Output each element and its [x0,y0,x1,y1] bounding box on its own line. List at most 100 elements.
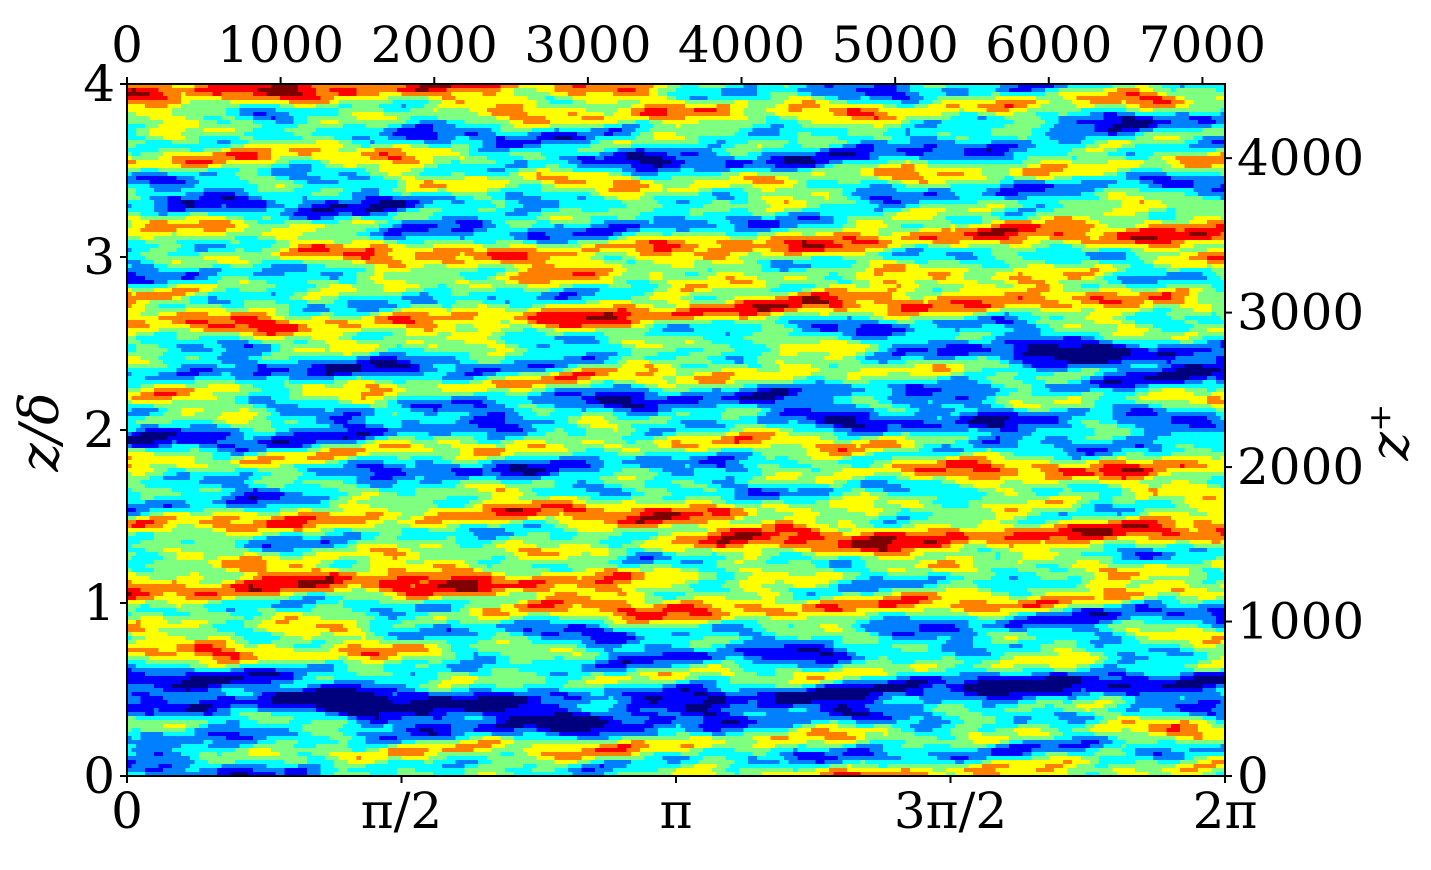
heatmap-cell [843,128,848,133]
heatmap-cell [838,120,843,125]
heatmap-cell [1140,100,1145,105]
heatmap-cell [217,128,222,133]
heatmap-cell [213,100,218,105]
heatmap-cell [402,108,407,113]
heatmap-cell [442,96,447,101]
heatmap-cell [1180,128,1185,133]
heatmap-cell [249,112,254,117]
heatmap-cell [541,140,546,145]
heatmap-cell [690,112,695,117]
heatmap-cell [181,112,186,117]
heatmap-cell [388,92,393,97]
heatmap-cell [726,128,731,133]
heatmap-cell [1207,92,1212,97]
heatmap-cell [838,116,843,121]
heatmap-cell [321,124,326,129]
heatmap-cell [271,144,276,149]
heatmap-cell [429,124,434,129]
heatmap-cell [717,140,722,145]
heatmap-cell [726,96,731,101]
heatmap-cell [847,128,852,133]
heatmap-cell [721,140,726,145]
heatmap-cell [258,88,263,93]
heatmap-cell [226,140,231,145]
heatmap-cell [235,120,240,125]
heatmap-cell [784,132,789,137]
heatmap-cell [865,116,870,121]
heatmap-cell [775,124,780,129]
heatmap-cell [667,88,672,93]
heatmap-cell [1189,92,1194,97]
heatmap-cell [631,140,636,145]
heatmap-cell [312,144,317,149]
heatmap-cell [766,104,771,109]
heatmap-cell [280,144,285,149]
heatmap-cell [924,96,929,101]
heatmap-cell [847,108,852,113]
heatmap-cell [168,132,173,137]
heatmap-cell [474,104,479,109]
heatmap-cell [168,140,173,145]
heatmap-cell [537,120,542,125]
heatmap-cell [190,120,195,125]
heatmap-cell [343,124,348,129]
heatmap-cell [483,140,488,145]
heatmap-cell [645,104,650,109]
heatmap-cell [1054,120,1059,125]
heatmap-cell [856,124,861,129]
heatmap-cell [730,104,735,109]
heatmap-cell [681,100,686,105]
heatmap-cell [582,112,587,117]
heatmap-cell [177,132,182,137]
heatmap-cell [150,144,155,149]
heatmap-cell [546,132,551,137]
heatmap-cell [901,112,906,117]
heatmap-cell [1050,144,1055,149]
heatmap-cell [267,124,272,129]
heatmap-cell [703,88,708,93]
heatmap-cell [262,120,267,125]
heatmap-cell [856,136,861,141]
heatmap-cell [627,104,632,109]
heatmap-cell [276,92,281,97]
heatmap-cell [154,96,159,101]
heatmap-cell [208,128,213,133]
heatmap-cell [1216,140,1221,145]
heatmap-cell [811,116,816,121]
heatmap-cell [618,96,623,101]
heatmap-cell [627,112,632,117]
heatmap-cell [793,112,798,117]
heatmap-cell [973,112,978,117]
heatmap-cell [1090,124,1095,129]
heatmap-cell [636,144,641,149]
heatmap-cell [1063,104,1068,109]
heatmap-cell [361,96,366,101]
heatmap-cell [1203,104,1208,109]
heatmap-cell [699,92,704,97]
heatmap-cell [1072,108,1077,113]
heatmap-cell [780,96,785,101]
heatmap-cell [303,116,308,121]
heatmap-cell [1000,116,1005,121]
heatmap-cell [906,112,911,117]
heatmap-cell [942,144,947,149]
heatmap-cell [1216,116,1221,121]
heatmap-cell [591,108,596,113]
heatmap-cell [1167,104,1172,109]
heatmap-cell [591,96,596,101]
heatmap-cell [501,108,506,113]
heatmap-cell [294,112,299,117]
heatmap-cell [1050,132,1055,137]
heatmap-cell [1000,124,1005,129]
heatmap-cell [181,96,186,101]
heatmap-cell [276,140,281,145]
heatmap-cell [843,108,848,113]
heatmap-cell [829,140,834,145]
heatmap-cell [717,92,722,97]
heatmap-cell [1194,112,1199,117]
heatmap-cell [928,108,933,113]
heatmap-cell [982,100,987,105]
heatmap-cell [294,104,299,109]
heatmap-cell [1122,124,1127,129]
heatmap-cell [829,124,834,129]
